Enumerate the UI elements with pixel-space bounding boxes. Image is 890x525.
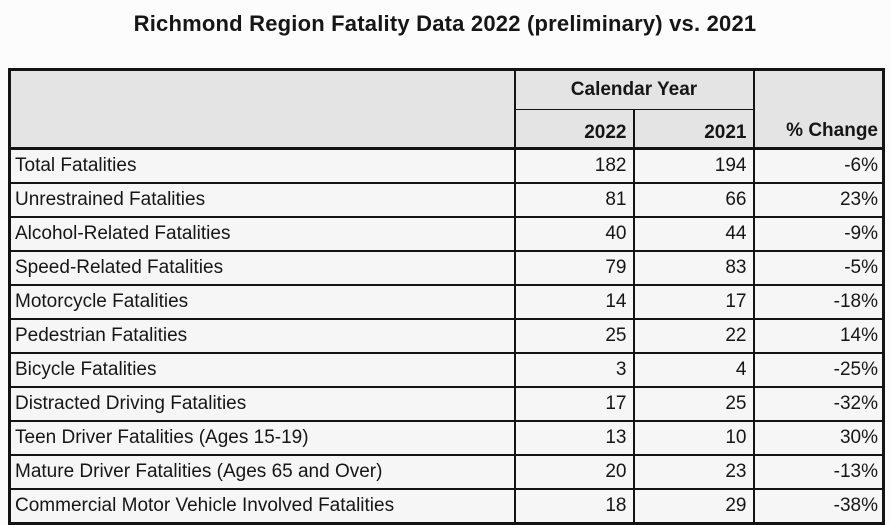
header-corner-cell — [8, 68, 516, 150]
value-pct-change: -6% — [752, 147, 885, 184]
fatality-data-table: Calendar Year % Change 2022 2021 Total F… — [8, 68, 885, 525]
value-2021: 22 — [632, 318, 755, 354]
row-label: Pedestrian Fatalities — [8, 318, 516, 354]
table-row: Total Fatalities 182 194 -6% — [8, 147, 885, 184]
table-row: Speed-Related Fatalities 79 83 -5% — [8, 250, 885, 286]
value-2021: 10 — [632, 420, 755, 456]
table-row: Commercial Motor Vehicle Involved Fatali… — [8, 488, 885, 525]
table-row: Alcohol-Related Fatalities 40 44 -9% — [8, 216, 885, 252]
value-pct-change: 30% — [752, 420, 885, 456]
row-label: Total Fatalities — [8, 147, 516, 184]
row-label: Speed-Related Fatalities — [8, 250, 516, 286]
table-row: Teen Driver Fatalities (Ages 15-19) 13 1… — [8, 420, 885, 456]
value-2022: 17 — [513, 386, 635, 422]
value-2022: 79 — [513, 250, 635, 286]
value-2021: 66 — [632, 182, 755, 218]
row-label: Motorcycle Fatalities — [8, 284, 516, 320]
row-label: Commercial Motor Vehicle Involved Fatali… — [8, 488, 516, 525]
row-label: Alcohol-Related Fatalities — [8, 216, 516, 252]
table-row: Mature Driver Fatalities (Ages 65 and Ov… — [8, 454, 885, 490]
column-group-header: Calendar Year — [513, 68, 755, 110]
value-pct-change: -32% — [752, 386, 885, 422]
value-2022: 13 — [513, 420, 635, 456]
row-label: Distracted Driving Fatalities — [8, 386, 516, 422]
header-year-row: 2022 2021 — [10, 109, 884, 150]
value-pct-change: -5% — [752, 250, 885, 286]
table-row: Distracted Driving Fatalities 17 25 -32% — [8, 386, 885, 422]
value-2022: 25 — [513, 318, 635, 354]
value-2021: 194 — [632, 147, 755, 184]
value-2022: 20 — [513, 454, 635, 490]
value-2022: 18 — [513, 488, 635, 525]
row-label: Mature Driver Fatalities (Ages 65 and Ov… — [8, 454, 516, 490]
page-title: Richmond Region Fatality Data 2022 (prel… — [133, 11, 757, 36]
value-2021: 17 — [632, 284, 755, 320]
value-2021: 4 — [632, 352, 755, 388]
table-row: Pedestrian Fatalities 25 22 14% — [8, 318, 885, 354]
value-2022: 40 — [513, 216, 635, 252]
column-header-2022: 2022 — [513, 109, 635, 150]
row-label: Teen Driver Fatalities (Ages 15-19) — [8, 420, 516, 456]
value-2022: 3 — [513, 352, 635, 388]
value-pct-change: -38% — [752, 488, 885, 525]
value-pct-change: -25% — [752, 352, 885, 388]
value-pct-change: -13% — [752, 454, 885, 490]
header-group-row: Calendar Year % Change — [8, 68, 885, 150]
column-header-2021: 2021 — [632, 109, 755, 150]
row-label: Bicycle Fatalities — [8, 352, 516, 388]
value-2022: 81 — [513, 182, 635, 218]
value-2021: 23 — [632, 454, 755, 490]
value-2022: 14 — [513, 284, 635, 320]
value-pct-change: -9% — [752, 216, 885, 252]
value-2021: 29 — [632, 488, 755, 525]
value-2021: 83 — [632, 250, 755, 286]
column-header-pct-change: % Change — [752, 68, 885, 150]
table-row: Unrestrained Fatalities 81 66 23% — [8, 182, 885, 218]
value-2022: 182 — [513, 147, 635, 184]
value-2021: 25 — [632, 386, 755, 422]
table-row: Motorcycle Fatalities 14 17 -18% — [8, 284, 885, 320]
row-label: Unrestrained Fatalities — [8, 182, 516, 218]
value-pct-change: 14% — [752, 318, 885, 354]
value-pct-change: -18% — [752, 284, 885, 320]
value-pct-change: 23% — [752, 182, 885, 218]
table-row: Bicycle Fatalities 3 4 -25% — [8, 352, 885, 388]
value-2021: 44 — [632, 216, 755, 252]
